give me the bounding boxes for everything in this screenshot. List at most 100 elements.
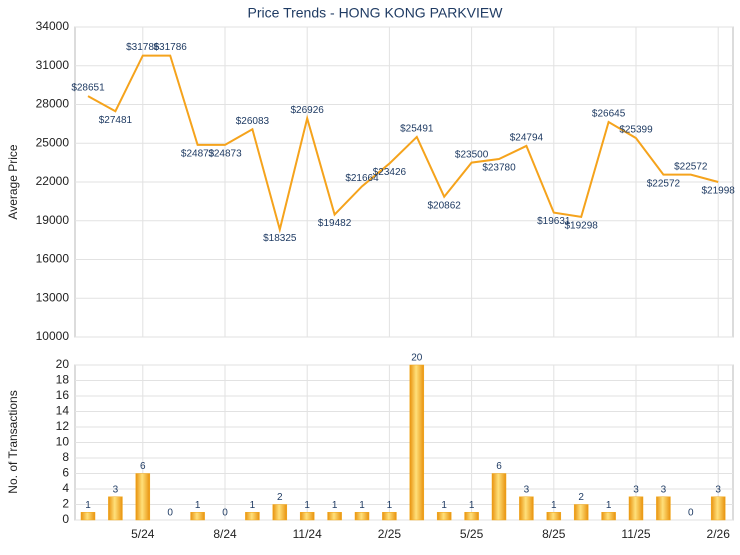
bar [546,512,562,521]
y-tick-label: 4 [62,481,69,495]
y-tick-label: 2 [62,497,69,511]
bar [245,512,260,521]
y-tick-label: 22000 [36,174,70,188]
bar [80,512,96,521]
data-label: 1 [85,500,91,511]
bar [573,504,589,521]
data-label: 0 [167,508,173,519]
y-tick-label: 19000 [36,213,70,227]
data-label: 1 [606,500,612,511]
bar [190,512,205,521]
bar [656,496,671,521]
x-tick-label: 11/25 [621,527,650,541]
data-label: 6 [496,461,502,472]
bar [327,512,342,521]
y-tick-label: 10000 [36,329,70,343]
data-label: $21664 [345,173,379,184]
y-tick-label: 13000 [36,290,70,304]
data-label: $22572 [647,178,681,189]
data-label: $24873 [181,149,215,160]
data-label: $23500 [455,149,489,160]
data-label: 0 [688,508,694,519]
data-label: $23426 [373,167,407,178]
y-tick-label: 8 [62,450,69,464]
bar [382,512,397,521]
data-label: $27481 [99,115,133,126]
x-tick-label: 2/25 [378,527,402,541]
y-tick-label: 6 [62,466,69,480]
data-label: $19631 [537,216,571,227]
data-label: 3 [113,484,119,495]
data-label: 1 [195,500,201,511]
data-label: 2 [277,492,283,503]
data-label: 1 [359,500,365,511]
bar [272,504,288,521]
bar [464,512,479,521]
data-label: 1 [387,500,393,511]
bar [519,496,534,521]
bar [299,512,315,521]
data-label: $24794 [510,133,544,144]
bar [108,496,123,521]
data-label: $23780 [482,163,516,174]
data-label: $19482 [318,218,352,229]
data-label: 6 [140,461,146,472]
y-tick-label: 18 [56,373,70,387]
x-tick-label: 11/24 [293,527,322,541]
data-label: $31786 [126,42,160,53]
y-tick-label: 16 [56,388,70,402]
bar [436,512,452,521]
price-line [87,54,719,234]
data-label: $28651 [71,83,105,94]
y-tick-label: 12 [56,419,70,433]
bar [601,512,616,521]
x-tick-label: 8/24 [213,527,237,541]
bar [710,496,726,521]
data-label: $25399 [619,125,653,136]
data-label: 3 [715,484,721,495]
chart-title: Price Trends - HONG KONG PARKVIEW [248,5,504,21]
x-tick-label: 2/26 [707,527,731,541]
data-label: 1 [250,500,256,511]
data-label: $31786 [154,42,188,53]
data-label: $21998 [702,186,736,197]
bar [628,496,644,521]
y-tick-label: 16000 [36,252,70,266]
data-label: 0 [222,508,228,519]
data-label: 1 [469,500,475,511]
y-tick-label: 0 [62,512,69,526]
bar [135,473,151,521]
data-label: $26083 [236,116,270,127]
data-label: $24873 [208,149,242,160]
data-label: $22572 [674,161,708,172]
data-label: 3 [633,484,639,495]
y-axis-label: No. of Transactions [6,390,20,493]
data-label: $20862 [428,200,462,211]
data-label: $26926 [291,105,325,116]
y-axis-label: Average Price [6,144,20,219]
data-label: 1 [551,500,557,511]
bar [409,364,425,521]
y-tick-label: 14 [56,404,70,418]
data-label: $26645 [592,109,626,120]
data-label: $18325 [263,233,297,244]
y-tick-label: 28000 [36,97,70,111]
x-tick-label: 8/25 [542,527,566,541]
bar [491,473,507,521]
y-tick-label: 34000 [36,19,70,33]
bar [354,512,370,521]
data-label: 20 [411,353,423,364]
data-label: 3 [524,484,530,495]
data-label: 1 [304,500,310,511]
data-label: 2 [578,492,584,503]
x-tick-label: 5/24 [131,527,155,541]
data-label: 1 [441,500,447,511]
y-tick-label: 20 [56,357,70,371]
data-label: 3 [661,484,667,495]
data-label: $19298 [565,221,599,232]
x-tick-label: 5/25 [460,527,484,541]
y-tick-label: 31000 [36,58,70,72]
y-tick-label: 10 [56,435,70,449]
data-label: 1 [332,500,338,511]
